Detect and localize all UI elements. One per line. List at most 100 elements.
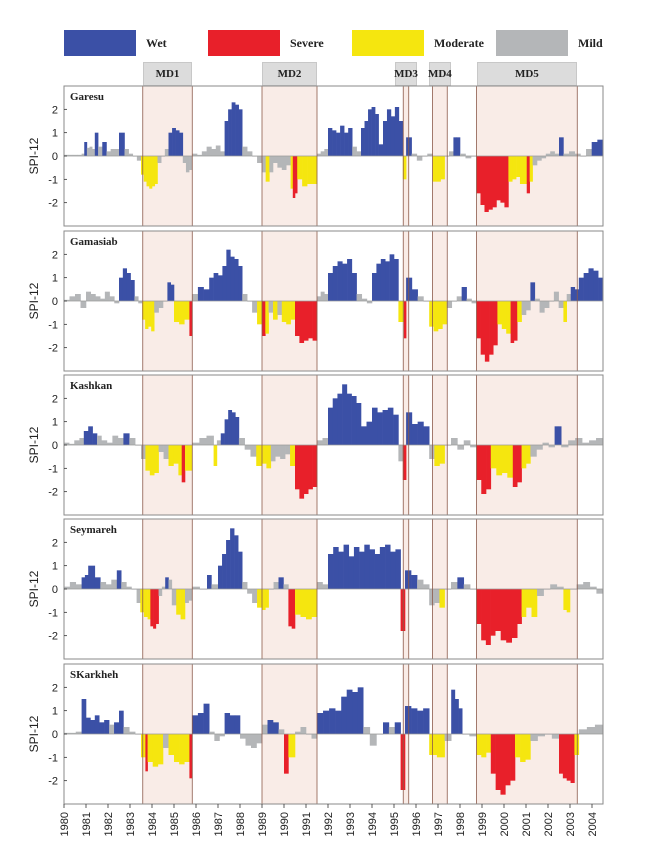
spi-bar: [292, 156, 296, 198]
spi-bar: [119, 710, 124, 734]
spi-bar: [332, 266, 338, 301]
spi-bar: [79, 438, 85, 445]
y-tick-label: -2: [48, 487, 58, 499]
spi-bar: [92, 149, 96, 156]
spi-bar: [374, 554, 381, 589]
spi-bar: [375, 114, 379, 156]
spi-bar: [266, 445, 272, 469]
spi-bar: [466, 298, 472, 301]
spi-bar: [386, 109, 392, 156]
spi-bar: [173, 445, 179, 464]
spi-bar: [469, 734, 477, 737]
spi-bar: [476, 445, 482, 480]
y-tick-label: -2: [48, 343, 58, 355]
spi-bar: [203, 703, 210, 734]
spi-bar: [434, 445, 440, 466]
spi-bar: [496, 156, 501, 201]
spi-bar: [69, 443, 75, 445]
spi-bar: [262, 445, 267, 464]
spi-bar: [117, 438, 124, 445]
spi-bar: [81, 577, 86, 589]
spi-bar: [582, 442, 590, 445]
spi-bar: [220, 151, 225, 156]
spi-bar: [589, 440, 597, 445]
spi-bar: [456, 137, 461, 156]
y-tick-label: 1: [52, 561, 58, 573]
legend-label-mild: Mild: [578, 35, 603, 50]
spi-bar: [369, 549, 375, 589]
spi-bar: [124, 149, 129, 156]
spi-bar: [530, 282, 536, 301]
spi-bar: [322, 438, 329, 445]
spi-bar: [80, 301, 87, 308]
spi-bar: [402, 156, 407, 180]
spi-bar: [542, 442, 549, 445]
spi-bar: [515, 734, 521, 758]
spi-bar: [476, 156, 481, 194]
spi-bar: [563, 153, 570, 156]
spi-bar: [134, 296, 139, 301]
legend-swatch-severe: [208, 30, 280, 56]
spi-bar: [262, 589, 266, 610]
spi-bar: [112, 435, 119, 445]
spi-bar: [295, 301, 300, 336]
spi-bar: [351, 396, 357, 445]
spi-bar: [550, 151, 555, 156]
spi-bar: [496, 445, 503, 476]
spi-bar: [512, 445, 518, 487]
spi-bar: [332, 398, 338, 445]
spi-bar: [471, 301, 477, 304]
spi-bar: [308, 301, 313, 339]
spi-bar: [69, 732, 77, 734]
spi-bar: [531, 589, 538, 617]
spi-bar: [480, 301, 486, 355]
spi-bar: [64, 442, 70, 445]
spi-bar: [83, 431, 89, 445]
spi-bar: [526, 156, 530, 194]
spi-bar: [440, 156, 445, 180]
spi-bar: [460, 153, 466, 156]
spi-bar: [143, 156, 147, 182]
spi-bar: [495, 734, 501, 790]
spi-bar: [213, 445, 218, 466]
spi-bar: [593, 270, 599, 301]
spi-bar: [338, 551, 344, 589]
spi-bar: [500, 734, 506, 795]
spi-bar: [320, 151, 325, 156]
legend-label-wet: Wet: [146, 35, 167, 50]
spi-bar: [170, 284, 175, 301]
y-axis-label: SPI-12: [27, 282, 41, 319]
x-tick-label: 1988: [235, 812, 247, 836]
spi-bar: [481, 734, 487, 758]
spi-bar: [252, 589, 258, 603]
y-tick-label: 2: [52, 393, 58, 405]
spi-bar: [566, 734, 571, 781]
spi-bar: [500, 589, 507, 641]
spi-bar: [521, 301, 527, 315]
spi-bar: [295, 731, 301, 734]
spi-bar: [308, 445, 313, 490]
spi-bar: [586, 727, 596, 734]
spi-bar: [423, 584, 430, 589]
spi-bar: [64, 732, 71, 734]
spi-bar: [189, 301, 193, 336]
x-tick-label: 1996: [411, 812, 423, 836]
spi-bar: [295, 589, 301, 615]
spi-bar: [141, 445, 146, 459]
spi-bar: [537, 589, 544, 596]
spi-bar: [598, 277, 604, 301]
spi-bar: [597, 139, 604, 156]
spi-bar: [393, 414, 399, 445]
spi-bar: [138, 301, 143, 304]
spi-bar: [545, 153, 551, 156]
spi-bar: [188, 589, 193, 601]
spi-bar: [216, 440, 222, 445]
station-label-seymareh: Seymareh: [70, 524, 117, 536]
x-tick-label: 1990: [279, 812, 291, 836]
spi-bar: [427, 153, 433, 156]
spi-bar: [493, 301, 498, 346]
spi-bar: [284, 734, 289, 774]
station-label-gamasiab: Gamasiab: [70, 236, 118, 248]
spi-bar: [530, 445, 537, 457]
